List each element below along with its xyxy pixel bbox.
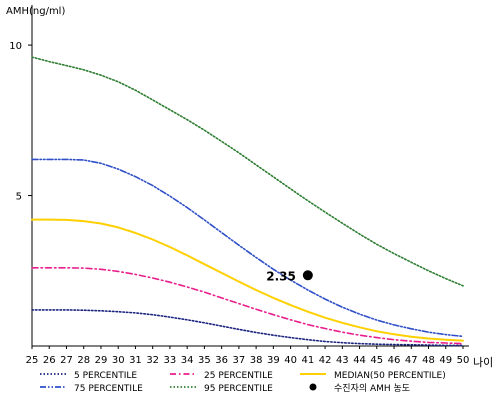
legend-label-5: 수진자의 AMH 농도	[334, 383, 410, 394]
x-tick-label: 41	[301, 355, 314, 366]
patient-amh-value-label: 2.35	[266, 269, 296, 283]
x-tick-label: 26	[43, 355, 56, 366]
x-tick-label: 49	[439, 355, 452, 366]
chart-legend: 5 PERCENTILE 25 PERCENTILE MEDIAN(50 PERCE…	[40, 371, 446, 394]
x-tick-label: 45	[370, 355, 383, 366]
series-line-4	[31, 56, 464, 287]
x-tick-label: 33	[164, 355, 177, 366]
x-tick-label: 37	[233, 355, 246, 366]
legend-label-0: 5 PERCENTILE	[74, 371, 137, 381]
x-tick-label: 48	[422, 355, 435, 366]
patient-point-layer: 2.35	[266, 269, 313, 283]
x-tick-label: 34	[181, 355, 194, 366]
x-tick-label: 30	[112, 355, 125, 366]
x-tick-label: 32	[146, 355, 159, 366]
legend-label-3: 75 PERCENTILE	[74, 384, 143, 394]
x-tick-label: 38	[250, 355, 263, 366]
legend-label-2: MEDIAN(50 PERCENTILE)	[334, 371, 446, 381]
series-line-1	[31, 266, 464, 345]
x-tick-label: 25	[26, 355, 39, 366]
x-tick-label: 29	[95, 355, 108, 366]
x-tick-label: 35	[198, 355, 211, 366]
legend-label-1: 25 PERCENTILE	[204, 371, 273, 381]
legend-label-4: 95 PERCENTILE	[204, 384, 273, 394]
x-tick-label: 43	[336, 355, 349, 366]
chart-axes: AMH(ng/ml) 5 10 25 26 27 28 29 30 31 32 33 34 35 36 37 3…	[6, 5, 493, 369]
x-tick-label: 46	[388, 355, 401, 366]
x-tick-label: 36	[215, 355, 228, 366]
x-tick-label: 40	[284, 355, 297, 366]
x-tick-label: 39	[267, 355, 280, 366]
x-tick-label: 27	[60, 355, 73, 366]
x-tick-label: 28	[77, 355, 90, 366]
x-tick-label: 44	[353, 355, 366, 366]
y-tick-label: 10	[9, 41, 22, 52]
x-tick-label: 31	[129, 355, 142, 366]
patient-amh-point	[302, 270, 313, 281]
series-line-2	[31, 218, 464, 342]
y-tick-label: 5	[16, 192, 22, 203]
series-line-3	[31, 158, 464, 338]
series-line-0	[31, 309, 464, 347]
x-tick-label: 50	[457, 355, 470, 366]
y-axis-label: AMH(ng/ml)	[6, 6, 65, 17]
x-axis-label: 나이	[473, 356, 493, 369]
legend-marker-point	[309, 383, 317, 391]
x-tick-label: 47	[405, 355, 418, 366]
series-layer	[31, 56, 464, 347]
x-tick-label: 42	[319, 355, 332, 366]
